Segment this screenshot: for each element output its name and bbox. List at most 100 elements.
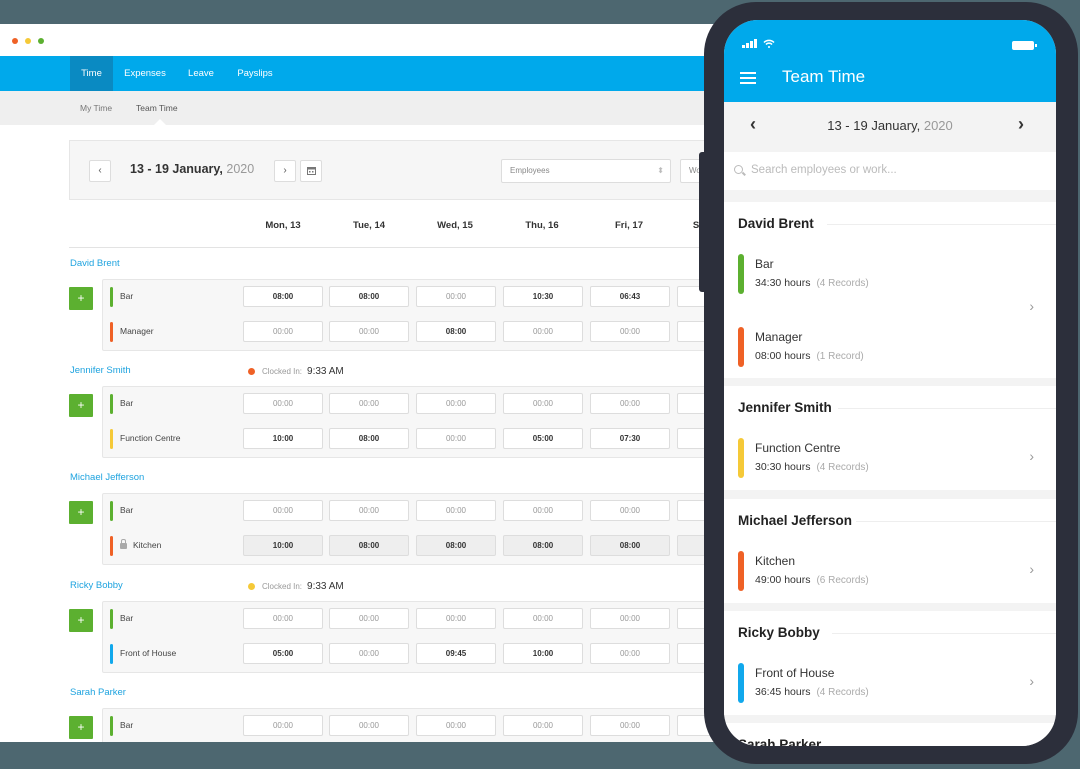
employee-name-link[interactable]: Jennifer Smith [70,365,131,376]
hours-input[interactable]: 08:00 [243,286,323,307]
role-row: Bar 00:00 00:00 00:00 00:00 00:00 [103,709,760,742]
hours-input[interactable]: 00:00 [416,428,496,449]
add-role-button[interactable]: + [69,609,93,632]
chevron-right-icon[interactable]: › [1029,561,1034,577]
maximize-window-dot[interactable] [38,38,44,44]
hours-input[interactable]: 00:00 [416,608,496,629]
mobile-employee-card[interactable]: Michael Jefferson Kitchen 49:00 hours (6 … [724,499,1056,603]
mobile-role-item: Front of House 36:45 hours (4 Records) [738,663,1056,713]
role-color-bar [110,287,113,307]
add-role-button[interactable]: + [69,394,93,417]
hours-input[interactable]: 00:00 [590,608,670,629]
hours-input[interactable]: 00:00 [329,643,409,664]
mobile-role-name: Front of House [755,666,835,680]
role-row: Bar 00:00 00:00 00:00 00:00 00:00 [103,602,760,636]
mobile-employee-card[interactable]: David Brent Bar 34:30 hours (4 Records) M… [724,202,1056,378]
add-role-button[interactable]: + [69,716,93,739]
employee-name-link[interactable]: Sarah Parker [70,687,126,698]
clocked-in-time: 9:33 AM [307,581,344,592]
hours-input[interactable]: 00:00 [243,500,323,521]
add-role-button[interactable]: + [69,501,93,524]
hours-input[interactable]: 10:30 [503,286,583,307]
calendar-button[interactable] [300,160,322,182]
menu-icon[interactable] [740,72,756,84]
minimize-window-dot[interactable] [25,38,31,44]
hours-input[interactable]: 00:00 [503,608,583,629]
chevron-right-icon[interactable]: › [1029,448,1034,464]
subnav-team-time[interactable]: Team Time [136,103,178,113]
employee-roles-box: Bar 00:00 00:00 00:00 00:00 00:00 Front of Ho… [102,601,760,673]
hours-input[interactable]: 06:43 [590,286,670,307]
hours-input[interactable]: 00:00 [329,500,409,521]
hours-input[interactable]: 00:00 [590,500,670,521]
mobile-employee-card[interactable]: Sarah Parker [724,723,1056,746]
chevron-right-icon[interactable]: › [1029,298,1034,314]
hours-input[interactable]: 00:00 [590,643,670,664]
hours-input[interactable]: 00:00 [243,393,323,414]
hours-input[interactable]: 00:00 [329,715,409,736]
hours-input[interactable]: 00:00 [329,321,409,342]
hours-input[interactable]: 00:00 [590,321,670,342]
mobile-search-input[interactable]: Search employees or work... [724,152,1056,190]
subnav-my-time[interactable]: My Time [80,103,113,113]
role-color-bar [110,501,113,521]
employee-name-link[interactable]: Ricky Bobby [70,580,123,591]
hours-input[interactable]: 00:00 [243,608,323,629]
prev-week-button[interactable]: ‹ [89,160,111,182]
role-row: Manager 00:00 00:00 08:00 00:00 00:00 [103,315,760,349]
role-name: Function Centre [120,433,181,443]
next-week-button[interactable]: › [274,160,296,182]
hours-input[interactable]: 10:00 [243,428,323,449]
hours-input[interactable]: 00:00 [416,715,496,736]
hours-input[interactable]: 00:00 [243,715,323,736]
mobile-next-week-icon[interactable]: › [1018,114,1024,134]
nav-tab-time[interactable]: Time [70,56,113,91]
hours-input[interactable]: 00:00 [503,393,583,414]
hours-input[interactable]: 00:00 [416,500,496,521]
day-header-tue: Tue, 14 [352,220,386,231]
hours-input[interactable]: 00:00 [503,500,583,521]
hours-input[interactable]: 00:00 [590,715,670,736]
employee-name-link[interactable]: David Brent [70,258,120,269]
hours-input: 08:00 [503,535,583,556]
mobile-prev-week-icon[interactable]: ‹ [750,114,756,134]
calendar-icon [306,167,316,175]
hours-input[interactable]: 00:00 [416,393,496,414]
employees-select[interactable]: Employees ⬍ [501,159,671,183]
hours-input: 08:00 [329,535,409,556]
hours-input[interactable]: 08:00 [329,286,409,307]
hours-input[interactable]: 00:00 [503,321,583,342]
hours-input[interactable]: 00:00 [590,393,670,414]
hours-input: 08:00 [590,535,670,556]
hours-input[interactable]: 10:00 [503,643,583,664]
nav-tab-leave[interactable]: Leave [188,68,214,79]
mobile-week-date: 13 - 19 January, 2020 [827,118,953,133]
hours-input[interactable]: 05:00 [243,643,323,664]
hours-input[interactable]: 05:00 [503,428,583,449]
hours-input[interactable]: 09:45 [416,643,496,664]
hours-input[interactable]: 00:00 [416,286,496,307]
week-date-range: 13 - 19 January, 2020 [130,162,255,176]
nav-tab-payslips[interactable]: Payslips [237,68,273,79]
nav-tab-expenses[interactable]: Expenses [124,68,166,79]
role-color-bar [110,536,113,556]
signal-icon [742,39,757,48]
clocked-in-status: Clocked In: 9:33 AM [248,366,344,377]
mobile-employee-card[interactable]: Jennifer Smith Function Centre 30:30 hou… [724,386,1056,490]
hours-input[interactable]: 07:30 [590,428,670,449]
day-header-mon: Mon, 13 [265,220,301,231]
hours-input[interactable]: 08:00 [329,428,409,449]
mobile-role-item: Manager 08:00 hours (1 Record) [738,327,1056,377]
hours-input[interactable]: 00:00 [329,608,409,629]
hours-input[interactable]: 00:00 [503,715,583,736]
search-icon [734,165,743,174]
hours-input[interactable]: 00:00 [329,393,409,414]
chevron-right-icon[interactable]: › [1029,673,1034,689]
hours-input[interactable]: 08:00 [416,321,496,342]
add-role-button[interactable]: + [69,287,93,310]
close-window-dot[interactable] [12,38,18,44]
employee-name-link[interactable]: Michael Jefferson [70,472,145,483]
role-name: Kitchen [120,539,161,550]
hours-input[interactable]: 00:00 [243,321,323,342]
mobile-employee-card[interactable]: Ricky Bobby Front of House 36:45 hours (4… [724,611,1056,715]
